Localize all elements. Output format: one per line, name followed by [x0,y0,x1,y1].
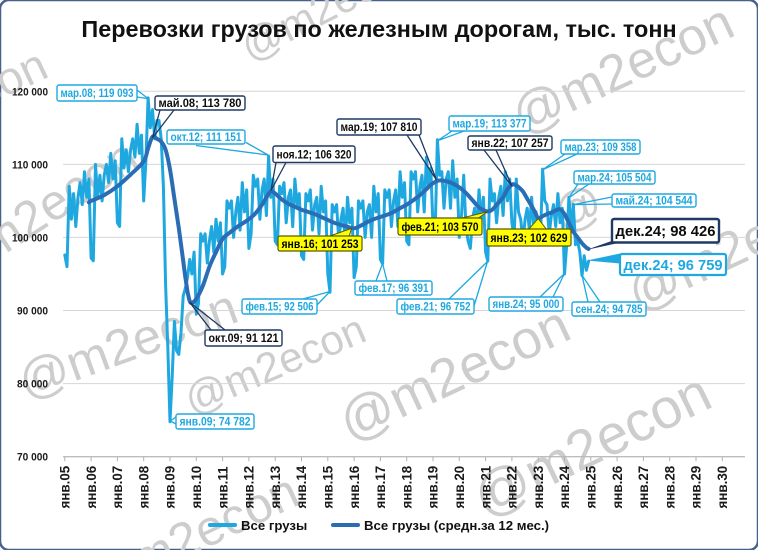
svg-text:100 000: 100 000 [12,232,48,244]
svg-text:янв.16; 101 253: янв.16; 101 253 [282,237,359,251]
svg-text:янв.24: янв.24 [557,465,572,508]
svg-text:120 000: 120 000 [12,86,48,98]
svg-text:янв.18: янв.18 [399,465,414,508]
svg-text:янв.27: янв.27 [636,466,651,509]
svg-text:фев.21; 96 752: фев.21; 96 752 [401,302,471,314]
svg-text:Все грузы (средн.за 12 мес.): Все грузы (средн.за 12 мес.) [364,518,549,533]
svg-text:янв.12: янв.12 [242,466,257,509]
svg-text:мар.24; 105 504: мар.24; 105 504 [578,173,653,185]
svg-text:янв.11: янв.11 [215,466,230,509]
svg-text:мар.19; 113 377: мар.19; 113 377 [453,119,527,131]
svg-text:окт.12; 111 151: окт.12; 111 151 [171,132,243,144]
svg-text:фев.21; 103 570: фев.21; 103 570 [402,220,479,234]
svg-text:янв.07: янв.07 [110,466,125,509]
svg-text:янв.23; 102 629: янв.23; 102 629 [491,231,568,245]
svg-text:янв.25: янв.25 [584,465,599,508]
svg-text:янв.29: янв.29 [689,466,704,509]
svg-text:янв.21: янв.21 [478,465,493,508]
svg-text:янв.14: янв.14 [294,465,309,508]
svg-text:янв.06: янв.06 [84,466,99,509]
svg-text:70 000: 70 000 [17,452,48,464]
svg-text:дек.24; 98 426: дек.24; 98 426 [616,223,716,240]
svg-text:янв.16: янв.16 [347,466,362,509]
svg-text:ноя.12; 106 320: ноя.12; 106 320 [277,149,352,161]
svg-text:фев.15; 92 506: фев.15; 92 506 [246,302,314,314]
svg-text:мар.19; 107 810: мар.19; 107 810 [341,122,418,134]
svg-text:янв.19: янв.19 [426,466,441,509]
svg-text:янв.09: янв.09 [163,466,178,509]
svg-text:Все грузы: Все грузы [241,518,307,533]
svg-text:янв.30: янв.30 [715,466,730,509]
svg-text:янв.13: янв.13 [268,466,283,509]
svg-text:янв.05: янв.05 [58,465,73,508]
svg-text:янв.10: янв.10 [189,466,204,509]
svg-text:мар.23; 109 358: мар.23; 109 358 [565,142,638,154]
svg-text:янв.28: янв.28 [662,465,677,508]
svg-text:янв.26: янв.26 [610,466,625,509]
svg-text:110 000: 110 000 [12,159,48,171]
svg-text:окт.09; 91 121: окт.09; 91 121 [209,333,280,345]
svg-text:янв.22; 107 257: янв.22; 107 257 [472,138,549,150]
svg-text:Перевозки грузов по железным д: Перевозки грузов по железным дорогам, ты… [81,16,676,42]
svg-text:май.24; 104 544: май.24; 104 544 [616,196,694,208]
svg-text:фев.17; 96 391: фев.17; 96 391 [359,283,430,295]
svg-text:80 000: 80 000 [17,379,48,391]
svg-text:янв.24; 95 000: янв.24; 95 000 [493,299,560,311]
svg-text:янв.23: янв.23 [531,466,546,509]
svg-text:янв.09; 74 782: янв.09; 74 782 [180,417,251,429]
svg-text:янв.15: янв.15 [321,465,336,508]
svg-text:янв.17: янв.17 [373,466,388,509]
svg-text:мар.08; 119 093: мар.08; 119 093 [61,88,134,100]
svg-text:янв.08: янв.08 [136,465,151,508]
svg-text:90 000: 90 000 [17,306,48,318]
svg-text:янв.22: янв.22 [505,466,520,509]
svg-text:сен.24; 94 785: сен.24; 94 785 [576,304,644,316]
svg-text:май.08; 113 780: май.08; 113 780 [159,98,242,110]
svg-text:янв.20: янв.20 [452,466,467,509]
svg-text:дек.24; 96 759: дек.24; 96 759 [624,257,723,274]
